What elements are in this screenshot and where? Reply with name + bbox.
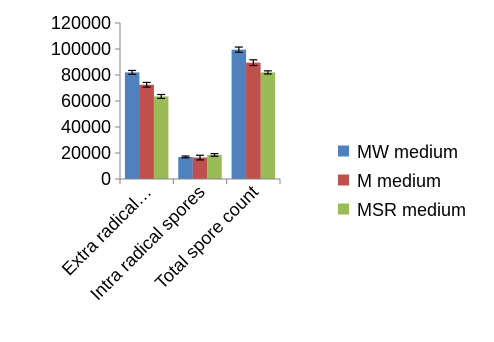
y-tick-label: 100000 xyxy=(51,39,111,59)
y-tick-label: 120000 xyxy=(51,13,111,33)
y-tick-label: 80000 xyxy=(61,65,111,85)
bars xyxy=(124,49,276,180)
legend-swatch xyxy=(338,145,349,157)
legend-label: M medium xyxy=(357,171,441,191)
x-axis: Extra radical…Intra radical sporesTotal … xyxy=(58,178,281,304)
legend-label: MSR medium xyxy=(357,200,466,220)
bar xyxy=(153,96,169,179)
legend-label: MW medium xyxy=(357,142,458,162)
x-tick-label: Total spore count xyxy=(151,182,262,293)
y-tick-label: 60000 xyxy=(61,91,111,111)
legend: MW medium M medium MSR medium xyxy=(338,142,466,220)
legend-swatch xyxy=(338,174,349,186)
bar xyxy=(178,156,193,179)
bar xyxy=(207,154,222,179)
bar xyxy=(231,49,247,180)
legend-swatch xyxy=(338,203,349,215)
bar xyxy=(124,72,140,179)
bar xyxy=(246,62,261,179)
bar xyxy=(260,72,276,179)
error-bars xyxy=(128,46,272,161)
x-tick-label: Extra radical… xyxy=(58,182,156,280)
y-axis: 0 20000 40000 60000 80000 100000 120000 xyxy=(51,13,121,189)
y-tick-label: 40000 xyxy=(61,117,111,137)
bar xyxy=(139,84,154,179)
y-tick-label: 20000 xyxy=(61,143,111,163)
bar xyxy=(192,157,208,179)
y-tick-label: 0 xyxy=(101,169,111,189)
